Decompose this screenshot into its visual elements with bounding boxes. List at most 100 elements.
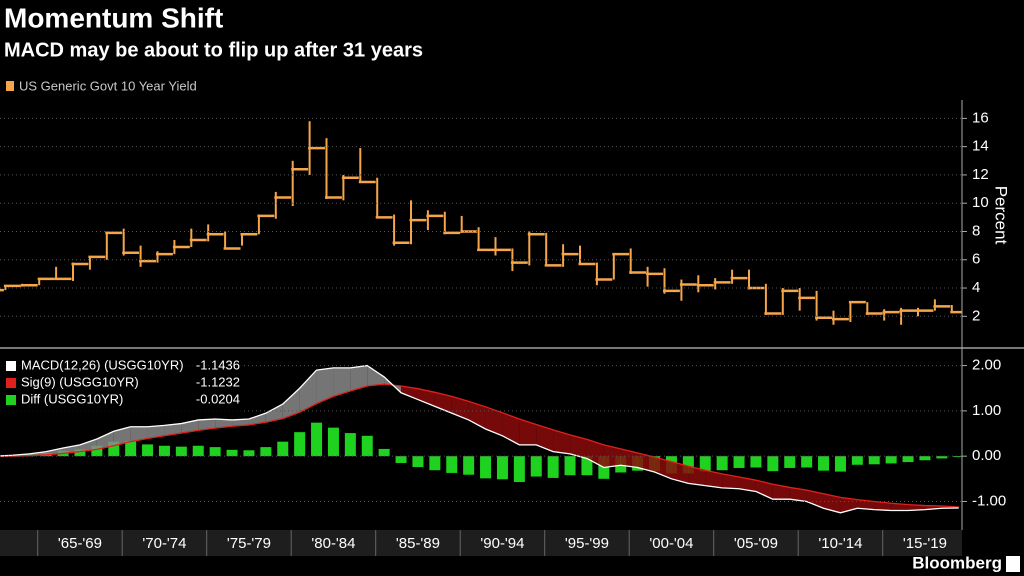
macd-sig-fill: [316, 367, 334, 404]
macd-sig-fill: [924, 505, 942, 510]
x-tick-label: '65-'69: [58, 535, 102, 552]
macd-sig-fill: [502, 412, 520, 445]
diff-bar: [919, 456, 931, 461]
legend-value: -0.0204: [196, 391, 240, 406]
diff-bar: [581, 456, 593, 476]
diff-bar: [74, 449, 86, 457]
diff-bar: [750, 456, 762, 468]
legend-swatch: [6, 81, 14, 91]
legend-label: MACD(12,26) (USGG10YR): [21, 357, 184, 372]
y-tick-label: 10: [972, 194, 989, 211]
legend-box: [0, 354, 243, 412]
macd-sig-fill: [620, 448, 638, 468]
macd-sig-fill: [739, 477, 756, 492]
x-tick-label: '15-'19: [903, 535, 947, 552]
diff-bar: [547, 456, 559, 478]
diff-bar: [125, 441, 137, 457]
y-tick-label: 2: [972, 307, 980, 324]
macd-sig-fill: [823, 493, 841, 513]
diff-bar: [142, 444, 154, 457]
legend-value: -1.1436: [196, 357, 240, 372]
diff-bar: [446, 456, 458, 473]
macd-sig-fill: [519, 419, 537, 445]
macd-sig-fill: [46, 448, 64, 455]
legend-label: Sig(9) (USGG10YR): [21, 374, 139, 389]
macd-sig-fill: [63, 444, 80, 454]
legend-swatch: [6, 378, 16, 388]
y-tick-label: 6: [972, 251, 980, 268]
diff-bar: [412, 456, 424, 468]
chart-subtitle: MACD may be about to flip up after 31 ye…: [4, 39, 423, 61]
x-tick-label: '05-'09: [734, 535, 778, 552]
line-series: [0, 383, 959, 508]
macd-sig-fill: [806, 490, 824, 509]
diff-bar: [108, 441, 120, 457]
diff-bar: [513, 456, 525, 482]
macd-sig-fill: [350, 365, 368, 391]
diff-bar: [936, 456, 948, 459]
diff-bar: [277, 441, 289, 457]
plot-area: [0, 121, 962, 514]
diff-bar: [784, 456, 796, 468]
legend-label: US Generic Govt 10 Year Yield: [19, 78, 197, 93]
x-tick-label: '75-'79: [227, 535, 271, 552]
macd-sig-fill: [417, 388, 435, 407]
x-tick-label: '10-'14: [818, 535, 862, 552]
diff-bar: [260, 447, 272, 457]
legend-swatch: [6, 395, 16, 405]
brand: Bloomberg: [912, 553, 1002, 572]
diff-bar: [192, 445, 204, 457]
diff-bar: [868, 456, 880, 465]
diff-bar: [327, 427, 339, 457]
diff-bar: [496, 456, 508, 480]
diff-bar: [818, 456, 830, 471]
diff-bar: [953, 456, 962, 458]
diff-bar: [564, 456, 576, 476]
diff-bar: [530, 456, 542, 477]
legend-swatch: [6, 361, 16, 371]
diff-bar: [480, 456, 492, 479]
macd-sig-fill: [772, 484, 790, 500]
macd-sig-fill: [671, 461, 689, 484]
legend-value: -1.1232: [196, 374, 240, 389]
diff-bar: [851, 456, 863, 465]
macd-sig-fill: [96, 431, 114, 450]
macd-sig-fill: [553, 429, 571, 454]
macd-sig-fill: [722, 473, 740, 489]
macd-sig-fill: [164, 423, 182, 436]
macd-sig-fill: [367, 365, 385, 386]
diff-bar: [885, 456, 897, 464]
macd-sig-fill: [451, 396, 469, 420]
diff-bar: [429, 456, 441, 471]
macd-sig-fill: [536, 424, 554, 452]
macd-sig-fill: [857, 499, 875, 510]
macd-sig-fill: [198, 419, 216, 431]
x-tick-label: '95-'99: [565, 535, 609, 552]
macd-sig-fill: [333, 367, 351, 397]
y-tick-label: 0.00: [972, 447, 1001, 464]
chart-title: Momentum Shift: [4, 2, 223, 33]
diff-bar: [699, 456, 711, 472]
y-tick-label: 2.00: [972, 357, 1001, 374]
macd-sig-fill: [282, 388, 300, 419]
diff-bar: [361, 435, 373, 457]
y-tick-label: 16: [972, 109, 989, 126]
y-tick-label: 4: [972, 279, 980, 296]
macd-sig-fill: [147, 425, 165, 439]
macd-sig-fill: [891, 503, 909, 511]
line-series: [0, 364, 959, 514]
x-tick-label: '85-'89: [396, 535, 440, 552]
y-tick-label: 12: [972, 166, 989, 183]
macd-sig-fill: [688, 466, 706, 486]
macd-sig-fill: [215, 419, 233, 429]
diff-bar: [801, 456, 813, 468]
diff-bar: [158, 445, 170, 457]
diff-bar: [682, 456, 694, 474]
diff-bar: [902, 456, 914, 463]
diff-bar: [243, 450, 255, 457]
macd-sig-fill: [485, 406, 503, 436]
x-tick-label: '90-'94: [480, 535, 524, 552]
macd-sig-fill: [232, 419, 249, 427]
y-axis-label: Percent: [992, 186, 1011, 245]
